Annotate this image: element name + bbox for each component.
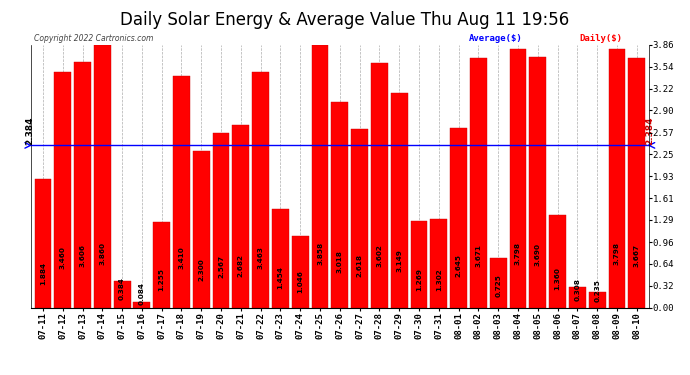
Bar: [629, 58, 645, 308]
Bar: [55, 72, 71, 308]
Bar: [529, 57, 546, 308]
Bar: [34, 179, 51, 308]
Bar: [312, 45, 328, 308]
Text: 1.454: 1.454: [277, 266, 284, 289]
Text: 3.667: 3.667: [633, 244, 640, 267]
Bar: [233, 125, 249, 308]
Bar: [193, 151, 210, 308]
Bar: [74, 62, 91, 308]
Text: 3.671: 3.671: [475, 244, 482, 267]
Bar: [490, 258, 506, 308]
Bar: [431, 219, 447, 308]
Text: 1.269: 1.269: [416, 268, 422, 291]
Text: 3.410: 3.410: [179, 247, 184, 269]
Text: 1.360: 1.360: [555, 267, 560, 290]
Text: 3.690: 3.690: [535, 243, 541, 267]
Text: Copyright 2022 Cartronics.com: Copyright 2022 Cartronics.com: [34, 34, 154, 43]
Text: 1.255: 1.255: [159, 268, 165, 291]
Text: 1.302: 1.302: [436, 268, 442, 291]
Bar: [114, 281, 130, 308]
Bar: [569, 286, 586, 308]
Bar: [153, 222, 170, 308]
Text: 2.618: 2.618: [357, 254, 363, 278]
Text: 3.463: 3.463: [257, 246, 264, 269]
Bar: [509, 49, 526, 308]
Bar: [253, 72, 269, 308]
Text: 3.460: 3.460: [60, 246, 66, 269]
Text: 3.858: 3.858: [317, 242, 323, 265]
Bar: [589, 291, 606, 308]
Bar: [411, 221, 427, 308]
Bar: [391, 93, 408, 308]
Text: 0.084: 0.084: [139, 282, 145, 305]
Text: 2.567: 2.567: [218, 255, 224, 278]
Text: 3.860: 3.860: [99, 242, 106, 265]
Text: 0.384: 0.384: [119, 277, 125, 300]
Bar: [450, 128, 467, 308]
Text: 2.682: 2.682: [238, 254, 244, 277]
Bar: [371, 63, 388, 308]
Text: 0.725: 0.725: [495, 274, 501, 297]
Bar: [292, 236, 308, 308]
Text: 2.645: 2.645: [455, 254, 462, 277]
Bar: [272, 209, 289, 308]
Text: 3.018: 3.018: [337, 251, 343, 273]
Bar: [609, 49, 625, 308]
Text: Daily Solar Energy & Average Value Thu Aug 11 19:56: Daily Solar Energy & Average Value Thu A…: [120, 11, 570, 29]
Text: 1.046: 1.046: [297, 270, 303, 293]
Text: 2.384: 2.384: [26, 117, 34, 146]
Bar: [133, 302, 150, 307]
Text: 0.235: 0.235: [594, 279, 600, 302]
Bar: [549, 215, 566, 308]
Text: 2.300: 2.300: [198, 258, 204, 280]
Text: 2.384: 2.384: [645, 117, 654, 146]
Text: 3.798: 3.798: [614, 242, 620, 266]
Bar: [94, 45, 110, 308]
Bar: [470, 58, 486, 308]
Text: Daily($): Daily($): [580, 34, 622, 43]
Text: 3.798: 3.798: [515, 242, 521, 266]
Text: 3.149: 3.149: [396, 249, 402, 272]
Text: 0.308: 0.308: [574, 278, 580, 301]
Bar: [173, 76, 190, 307]
Text: 1.884: 1.884: [40, 262, 46, 285]
Text: Average($): Average($): [469, 34, 523, 43]
Bar: [351, 129, 368, 308]
Bar: [331, 102, 348, 308]
Text: 3.606: 3.606: [79, 244, 86, 267]
Bar: [213, 133, 230, 308]
Text: 3.602: 3.602: [377, 244, 382, 267]
